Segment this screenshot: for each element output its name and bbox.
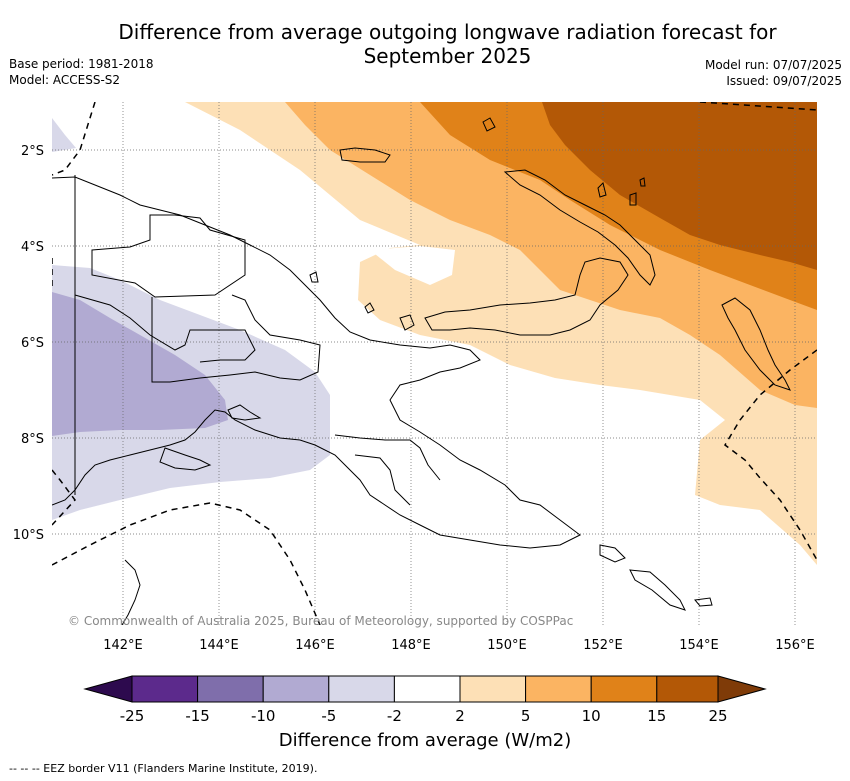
colorbar-bin (393, 675, 461, 703)
lon-labels: 142°E 144°E 146°E 148°E 150°E 152°E 154°… (103, 638, 815, 653)
colorbar-title: Difference from average (W/m2) (278, 730, 572, 751)
lon-label: 152°E (583, 638, 623, 653)
colorbar-tick: -25 (120, 707, 145, 725)
lon-label: 148°E (391, 638, 431, 653)
colorbar-tick: -5 (321, 707, 336, 725)
lon-label: 156°E (775, 638, 815, 653)
lat-label: 2°S (21, 144, 44, 159)
colorbar-bin (459, 675, 527, 703)
lon-label: 150°E (487, 638, 527, 653)
eez-borders (52, 102, 817, 625)
lat-label: 10°S (13, 528, 44, 543)
lon-label: 144°E (199, 638, 239, 653)
new-guinea-coast (52, 176, 581, 549)
model-name: Model: ACCESS-S2 (9, 73, 121, 87)
colorbar-tick: 5 (521, 707, 531, 725)
colorbar-bin (328, 675, 395, 703)
colorbar-bin (590, 675, 658, 703)
colorbar-extend-low (83, 675, 133, 703)
lat-label: 8°S (21, 432, 44, 447)
eez-legend-footer: -- -- -- EEZ border V11 (Flanders Marine… (9, 762, 318, 775)
hole-white (370, 246, 455, 285)
coastlines (52, 117, 791, 625)
copyright-text: © Commonwealth of Australia 2025, Bureau… (68, 614, 573, 628)
band-neg-10-5 (52, 292, 228, 436)
model-run: Model run: 07/07/2025 (704, 58, 842, 72)
title-line-1: Difference from average outgoing longwav… (118, 20, 777, 44)
colorbar-bin (525, 675, 592, 703)
colorbar-tick: -2 (387, 707, 402, 725)
new-britain-coast (424, 257, 629, 336)
lon-label: 142°E (103, 638, 143, 653)
colorbar-bin (262, 675, 330, 703)
colorbar (83, 675, 767, 703)
colorbar-tick: -10 (251, 707, 276, 725)
lon-label: 146°E (295, 638, 335, 653)
meta-right: Model run: 07/07/2025 Issued: 09/07/2025 (705, 57, 842, 89)
band-neg-5-2-top (52, 118, 76, 152)
lon-label: 154°E (679, 638, 719, 653)
new-ireland-coast (503, 169, 656, 286)
colorbar-bin (656, 675, 719, 703)
colorbar-bin (131, 675, 199, 703)
colorbar-tick: 10 (582, 707, 601, 725)
lat-labels: 2°S 4°S 6°S 8°S 10°S (13, 144, 44, 543)
title-line-2: September 2025 (363, 44, 532, 68)
colorbar-tick: 2 (455, 707, 465, 725)
gridlines (52, 102, 817, 625)
meta-left: Base period: 1981-2018 Model: ACCESS-S2 (9, 56, 154, 88)
colorbar-ticks: -25 -15 -10 -5 -2 2 5 10 15 25 (120, 707, 728, 725)
cape-york-coast (121, 559, 141, 625)
colorbar-extend-high (717, 675, 767, 703)
lat-label: 6°S (21, 336, 44, 351)
map-title: Difference from average outgoing longwav… (0, 20, 850, 68)
anomaly-field (52, 102, 817, 625)
colorbar-bin (197, 675, 264, 703)
colorbar-tick: 15 (647, 707, 666, 725)
lat-label: 4°S (21, 240, 44, 255)
issued-date: Issued: 09/07/2025 (726, 74, 842, 88)
colorbar-tick: 25 (708, 707, 727, 725)
band-15-25 (542, 102, 817, 270)
base-period: Base period: 1981-2018 (9, 57, 154, 71)
colorbar-tick: -15 (185, 707, 210, 725)
